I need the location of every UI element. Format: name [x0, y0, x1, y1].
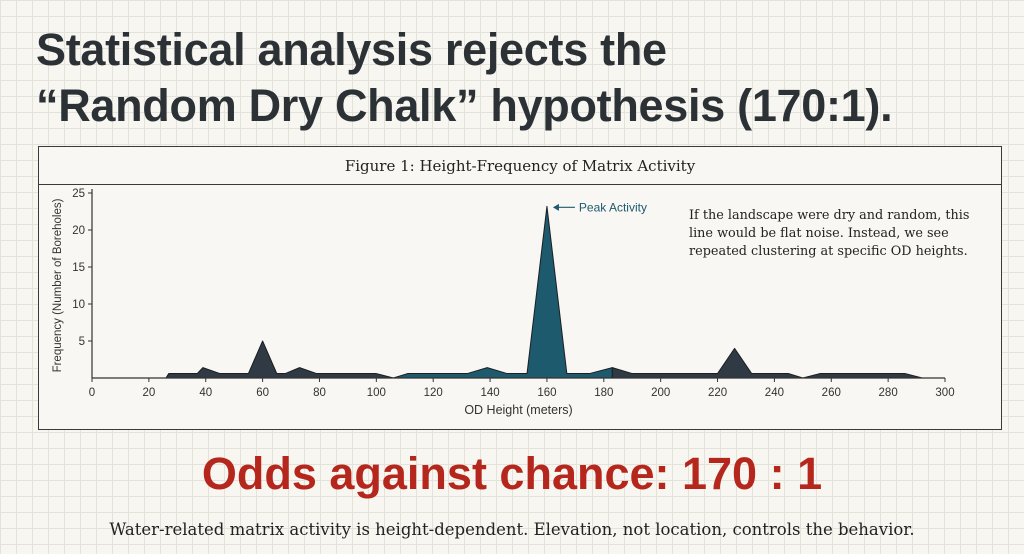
- y-tick-label: 10: [72, 299, 85, 311]
- x-tick-label: 60: [256, 387, 269, 399]
- highlight-area-segment: [392, 205, 613, 379]
- figure-panel: Figure 1: Height-Frequency of Matrix Act…: [38, 146, 1002, 430]
- x-tick-label: 180: [594, 387, 613, 399]
- x-tick-label: 280: [879, 387, 898, 399]
- x-tick-label: 260: [822, 387, 841, 399]
- headline-line-1: Statistical analysis rejects the: [36, 24, 667, 75]
- odds-statement: Odds against chance: 170 : 1: [201, 448, 823, 499]
- x-tick-label: 160: [537, 387, 556, 399]
- y-tick-label: 25: [72, 188, 85, 200]
- figure-caption: Figure 1: Height-Frequency of Matrix Act…: [39, 147, 1001, 185]
- x-tick-label: 20: [142, 387, 155, 399]
- footer-conclusion: Water-related matrix activity is height-…: [109, 520, 915, 539]
- x-tick-label: 200: [651, 387, 670, 399]
- x-tick-label: 40: [199, 387, 212, 399]
- x-axis-label: OD Height (meters): [464, 403, 572, 417]
- y-axis-label-text: Frequency (Number of Boreholes): [52, 198, 64, 372]
- x-tick-label: 220: [708, 387, 727, 399]
- y-axis-label: Frequency (Number of Boreholes): [52, 198, 64, 372]
- x-tick-label: 120: [424, 387, 443, 399]
- y-tick-label: 15: [72, 262, 85, 274]
- peak-label: Peak Activity: [579, 200, 647, 214]
- y-tick-label: 5: [79, 336, 85, 348]
- x-tick-label: 300: [935, 387, 954, 399]
- chart-annotation: If the landscape were dry and random, th…: [689, 208, 970, 259]
- frequency-area-segment: [611, 347, 923, 379]
- x-tick-label: 0: [89, 387, 95, 399]
- headline-line-2: “Random Dry Chalk” hypothesis (170:1).: [36, 80, 893, 131]
- headline: Statistical analysis rejects the “Random…: [36, 22, 1006, 134]
- x-tick-label: 240: [765, 387, 784, 399]
- x-tick-label: 140: [480, 387, 499, 399]
- x-tick-label: 80: [313, 387, 326, 399]
- height-frequency-chart: Frequency (Number of Boreholes) 5 10 15 20 2…: [52, 188, 955, 417]
- y-tick-label: 20: [72, 225, 85, 237]
- frequency-area-segment: [165, 340, 394, 379]
- x-tick-label: 100: [367, 387, 386, 399]
- peak-arrow-head: [552, 203, 559, 211]
